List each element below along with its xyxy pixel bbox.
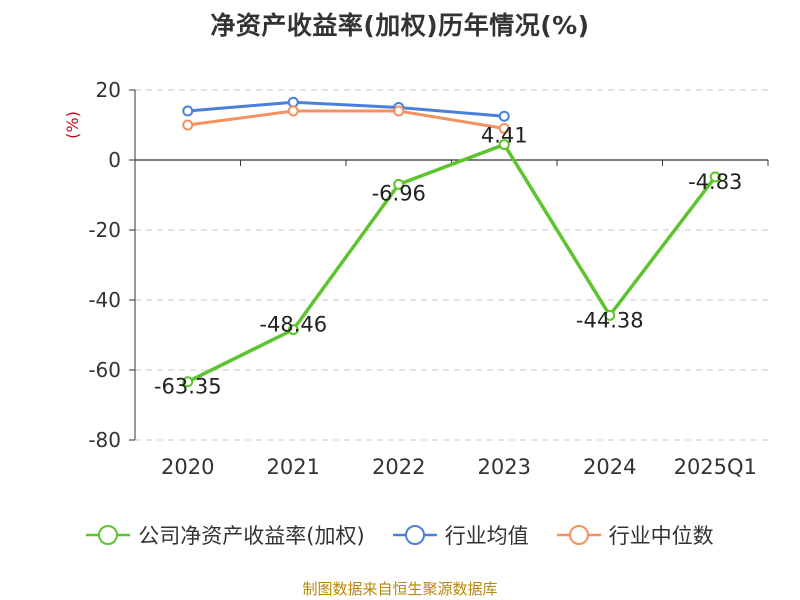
data-point [182, 119, 194, 131]
data-label: -44.38 [576, 308, 644, 332]
x-tick-label: 2021 [267, 455, 320, 479]
data-point [709, 171, 721, 183]
legend-swatch [86, 525, 131, 545]
data-point [498, 139, 510, 151]
y-tick-label: -80 [88, 428, 121, 452]
data-label: -4.83 [688, 170, 742, 194]
data-point [393, 178, 405, 190]
source-note: 制图数据来自恒生聚源数据库 [302, 580, 498, 598]
chart-title: 净资产收益率(加权)历年情况(%) [210, 11, 590, 40]
data-label: -63.35 [154, 375, 222, 399]
series-line [187, 109, 505, 130]
data-point [287, 105, 299, 117]
legend-swatch [392, 525, 437, 545]
legend-label: 行业均值 [444, 524, 529, 548]
legend-marker [404, 525, 425, 545]
x-tick-label: 2024 [583, 455, 636, 479]
data-point [498, 123, 510, 134]
data-point [287, 324, 299, 336]
legend-marker [568, 525, 589, 545]
legend-label: 公司净资产收益率(加权) [138, 524, 365, 548]
x-tick-label: 2023 [478, 455, 531, 479]
legend-label: 行业中位数 [608, 524, 714, 548]
data-point [393, 105, 405, 117]
y-tick-label: -20 [88, 218, 121, 242]
series-line [187, 100, 505, 118]
x-tick-label: 2020 [161, 455, 214, 479]
series-line [186, 142, 717, 384]
y-tick-label: -40 [88, 288, 121, 312]
legend-marker [98, 525, 119, 545]
legend-entry: 行业中位数 [556, 520, 714, 550]
legend-swatch [556, 525, 601, 545]
data-point [182, 376, 194, 388]
y-tick-label: 0 [108, 148, 121, 172]
data-point [182, 105, 194, 117]
x-tick-label: 2025Q1 [674, 455, 757, 479]
x-tick-label: 2022 [372, 455, 425, 479]
legend-entry: 行业均值 [392, 520, 529, 550]
data-label: -48.46 [259, 313, 327, 337]
legend-entry: 公司净资产收益率(加权) [86, 520, 365, 550]
data-point [604, 309, 616, 321]
data-point [287, 96, 299, 108]
data-label: 4.41 [481, 124, 528, 148]
y-axis-label: (%) [63, 111, 82, 139]
data-point [498, 110, 510, 122]
y-tick-label: -60 [88, 358, 121, 382]
legend: 公司净资产收益率(加权) 行业均值 行业中位数 [0, 520, 800, 550]
data-label: -6.96 [372, 181, 426, 205]
y-tick-label: 20 [96, 78, 121, 102]
